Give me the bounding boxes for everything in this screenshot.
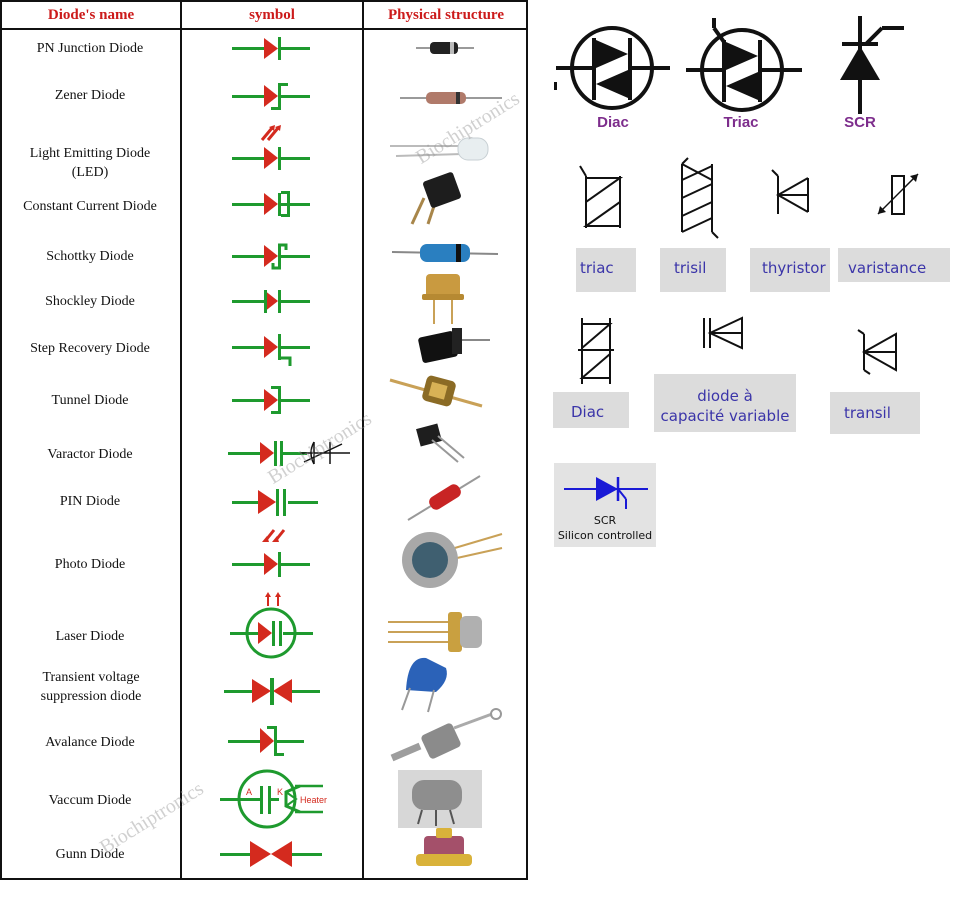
schottky-symbol xyxy=(232,243,310,270)
varicap-symbol xyxy=(703,316,743,350)
triac-small-symbol xyxy=(579,165,624,228)
avalanche-photo xyxy=(390,708,502,762)
trisil-label-box: trisil xyxy=(660,248,726,292)
column-divider xyxy=(362,2,364,878)
varicap-label-line2: capacité variable xyxy=(660,407,790,425)
row-name-schottky: Schottky Diode xyxy=(46,249,134,264)
row-name-pin: PIN Diode xyxy=(59,494,121,509)
header-physical-structure: Physical structure xyxy=(388,7,504,23)
row-name-pn-junction: PN Junction Diode xyxy=(36,41,144,56)
row-name-tvs: Transient voltage suppression diode xyxy=(40,670,142,704)
triac-label: triac xyxy=(580,259,614,277)
zener-photo xyxy=(400,92,502,104)
scr-big-label: SCR xyxy=(844,114,876,131)
scr-card-line1: SCR xyxy=(593,514,617,527)
row-name-laser: Laser Diode xyxy=(55,629,125,644)
pn-junction-symbol xyxy=(232,37,310,60)
scr-blue-symbol xyxy=(564,477,648,509)
vacuum-symbol: A K Heater xyxy=(220,769,327,829)
laser-symbol xyxy=(230,592,313,659)
pin-photo xyxy=(407,475,481,521)
scr-card-line2: Silicon controlled xyxy=(557,529,653,542)
diac-label-box: Diac xyxy=(553,392,629,428)
triac-label-box: triac xyxy=(576,248,636,292)
triac-big-symbol xyxy=(686,18,802,112)
photo-symbol xyxy=(232,529,310,577)
varistance-label-box: varistance xyxy=(838,248,950,282)
diode-symbol-table: Diode's name symbol Physical structure xyxy=(0,0,528,880)
row-name-tunnel: Tunnel Diode xyxy=(51,393,129,408)
row-name-avalanche: Avalance Diode xyxy=(45,735,135,750)
varicap-label-box: diode à capacité variable xyxy=(654,374,796,432)
constant-current-symbol xyxy=(232,191,310,217)
transil-symbol xyxy=(857,329,897,375)
row-name-led: Light Emitting Diode (LED) xyxy=(29,146,151,180)
triac-big-label: Triac xyxy=(723,114,759,131)
thyristor-symbol xyxy=(771,169,809,214)
step-recovery-symbol xyxy=(232,334,310,366)
pn-junction-photo xyxy=(416,42,474,54)
trisil-symbol xyxy=(681,157,719,239)
tunnel-symbol xyxy=(232,386,310,414)
row-name-photo: Photo Diode xyxy=(54,557,126,572)
header-diode-name: Diode's name xyxy=(47,7,135,23)
header-divider xyxy=(2,28,526,30)
row-name-vacuum: Vaccum Diode xyxy=(48,793,132,808)
laser-diode-photo xyxy=(388,612,482,652)
physical-structure-column xyxy=(388,42,503,866)
gunn-symbol xyxy=(220,841,322,867)
thyristor-label-box: thyristor xyxy=(750,248,830,292)
diac-big-label: Diac xyxy=(597,114,629,131)
constant-current-photo xyxy=(410,172,461,225)
schottky-photo xyxy=(391,244,499,262)
shockley-symbol xyxy=(232,290,310,313)
scr-big-symbol xyxy=(840,16,904,114)
thyristor-label: thyristor xyxy=(762,259,826,277)
trisil-label: trisil xyxy=(674,259,707,277)
step-recovery-photo xyxy=(418,328,490,363)
diac-label: Diac xyxy=(571,403,605,421)
heater-label: Heater xyxy=(300,795,327,805)
diac-small-symbol xyxy=(578,318,614,384)
varactor-symbol xyxy=(228,441,350,466)
varistance-symbol xyxy=(877,173,919,215)
row-name-step-recovery: Step Recovery Diode xyxy=(30,341,150,356)
anode-label: A xyxy=(246,787,252,797)
shockley-photo xyxy=(422,274,464,324)
photo-diode-photo xyxy=(402,532,503,588)
symbol-column: A K Heater xyxy=(220,37,350,867)
tvs-symbol xyxy=(224,678,320,705)
transil-label: transil xyxy=(844,404,891,422)
pin-symbol xyxy=(232,489,318,516)
led-symbol xyxy=(232,125,310,170)
transil-label-box: transil xyxy=(830,392,920,434)
cathode-label: K xyxy=(277,787,283,797)
row-name-zener: Zener Diode xyxy=(54,88,126,103)
vacuum-photo xyxy=(398,770,482,828)
led-photo xyxy=(390,137,489,161)
varicap-label-line1: diode à xyxy=(697,387,753,405)
varistance-label: varistance xyxy=(848,259,927,277)
row-name-shockley: Shockley Diode xyxy=(45,294,135,309)
row-name-constant-current: Constant Current Diode xyxy=(23,199,157,214)
tunnel-photo xyxy=(389,375,483,463)
row-name-varactor: Varactor Diode xyxy=(47,447,133,462)
tvs-photo xyxy=(401,657,447,713)
column-divider xyxy=(180,2,182,878)
diac-big-symbol xyxy=(554,26,670,110)
header-symbol: symbol xyxy=(249,7,295,23)
row-name-gunn: Gunn Diode xyxy=(55,847,125,862)
avalanche-symbol xyxy=(228,726,304,756)
scr-card: SCR Silicon controlled xyxy=(554,463,656,547)
gunn-photo xyxy=(416,828,472,866)
zener-symbol xyxy=(232,83,310,110)
